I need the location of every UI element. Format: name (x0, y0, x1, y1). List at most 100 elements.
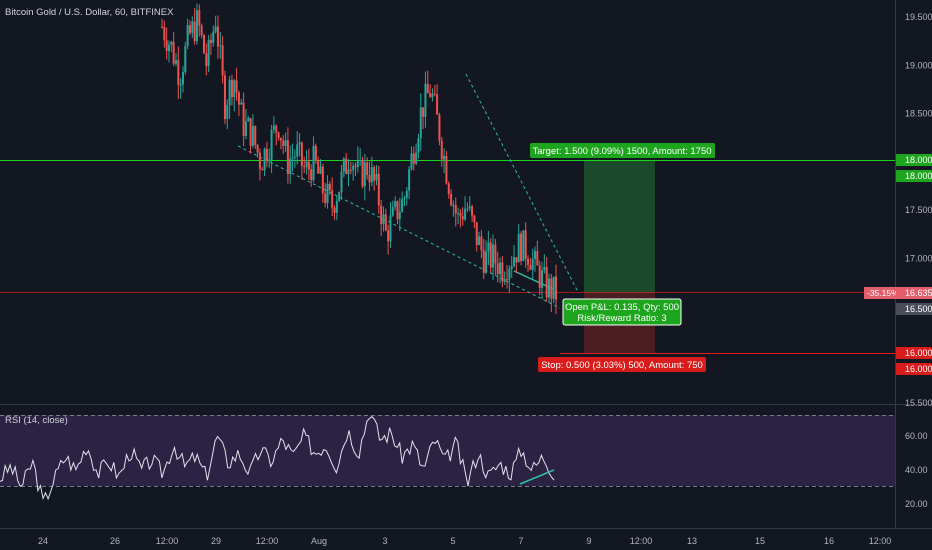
candle-body (209, 39, 212, 43)
candle-body (513, 257, 516, 267)
time-tick-label: 12:00 (156, 536, 179, 546)
candle-body (235, 80, 238, 93)
time-tick-label: 12:00 (256, 536, 279, 546)
candle-body (438, 114, 441, 141)
candle-body (396, 201, 399, 220)
candle-body (303, 166, 306, 168)
candle-body (464, 208, 467, 220)
candle-body (237, 92, 240, 105)
time-tick-label: 5 (450, 536, 455, 546)
candle-body (531, 258, 534, 270)
candle-body (419, 107, 422, 139)
entry-price-tag[interactable] (896, 303, 932, 315)
candle-body (368, 174, 371, 183)
candle-body (191, 21, 194, 33)
candle-body (240, 102, 243, 105)
candle-body (370, 167, 373, 183)
time-axis[interactable]: 24 26 12:00 29 12:00 Aug 3 5 7 9 12:00 13 15 16 12:00 (38, 536, 891, 546)
candle-body (538, 265, 541, 288)
candle-body (223, 75, 226, 120)
candle-body (377, 173, 380, 206)
candle-body (443, 155, 446, 160)
candle-body (312, 145, 315, 181)
candle-body (482, 250, 485, 273)
stop-label: Stop: 0.500 (3.03%) 500, Amount: 750 (541, 360, 703, 371)
candle-body (221, 45, 224, 76)
open-pl-box[interactable] (562, 298, 682, 326)
candle-body (347, 169, 350, 174)
candle-body (298, 142, 301, 145)
candle-body (485, 251, 488, 273)
candle-body (417, 138, 420, 153)
lower-trendline[interactable] (237, 145, 561, 309)
candle-body (550, 278, 553, 299)
candle-body (471, 206, 474, 216)
candle-body (382, 214, 385, 224)
rsi-tick-label: 60.00 (905, 431, 928, 441)
candle-body (473, 215, 476, 223)
candle-body (454, 205, 457, 214)
candle-body (552, 276, 555, 299)
candle-body (468, 206, 471, 209)
candle-body (492, 244, 495, 268)
candle-body (480, 236, 483, 251)
price-pane[interactable] (0, 0, 895, 404)
rsi-axis[interactable]: 60.00 40.00 20.00 (905, 431, 928, 509)
time-tick-label: 15 (755, 536, 765, 546)
upper-trendline[interactable] (465, 73, 579, 293)
candle-body (405, 190, 408, 198)
price-tick-label: 17.000 (905, 253, 932, 263)
candle-body (373, 167, 376, 181)
candle-body (310, 169, 313, 181)
candle-body (202, 35, 205, 54)
rsi-divergence-line[interactable] (519, 469, 555, 485)
stop-label-box[interactable] (538, 357, 706, 372)
candle-body (452, 205, 455, 207)
candle-body (214, 26, 217, 32)
candle-body (268, 159, 271, 162)
candle-body (314, 145, 317, 162)
candle-body (391, 206, 394, 216)
stop-price-tag-1[interactable] (896, 347, 932, 359)
stop-tag-1-text: 16.000 (905, 348, 932, 358)
candle-body (387, 230, 390, 242)
candle-body (510, 266, 513, 269)
pct-change-tag[interactable] (864, 287, 896, 299)
candle-body (284, 140, 287, 146)
candle-body (459, 212, 462, 217)
candle-body (286, 140, 289, 175)
rsi-line[interactable] (0, 415, 555, 501)
candle-body (212, 31, 215, 43)
candles-group[interactable] (161, 3, 557, 314)
candle-body (333, 207, 336, 213)
candle-body (263, 148, 266, 171)
candle-body (356, 160, 359, 168)
candle-body (279, 137, 282, 141)
candle-body (163, 26, 166, 41)
candle-body (522, 230, 525, 261)
candle-body (216, 26, 219, 47)
stop-price-tag-2[interactable] (896, 363, 932, 375)
candle-body (300, 142, 303, 167)
candle-body (349, 169, 352, 171)
candle-body (251, 126, 254, 146)
target-price-tag-1[interactable] (896, 154, 932, 166)
candle-body (174, 60, 177, 64)
candle-body (366, 162, 369, 175)
current-price-tag[interactable] (896, 287, 932, 299)
candle-body (489, 242, 492, 268)
candle-body (354, 165, 357, 168)
candle-body (415, 152, 418, 164)
candle-body (450, 193, 453, 206)
symbol-title: Bitcoin Gold / U.S. Dollar, 60, BITFINEX (5, 7, 174, 18)
target-zone[interactable] (584, 160, 655, 293)
candle-body (179, 84, 182, 86)
candle-body (384, 214, 387, 231)
rsi-tick-label: 40.00 (905, 465, 928, 475)
rsi-title: RSI (14, close) (5, 415, 68, 426)
target-label-box[interactable] (530, 143, 715, 158)
candle-body (394, 201, 397, 207)
target-price-tag-2[interactable] (896, 170, 932, 182)
